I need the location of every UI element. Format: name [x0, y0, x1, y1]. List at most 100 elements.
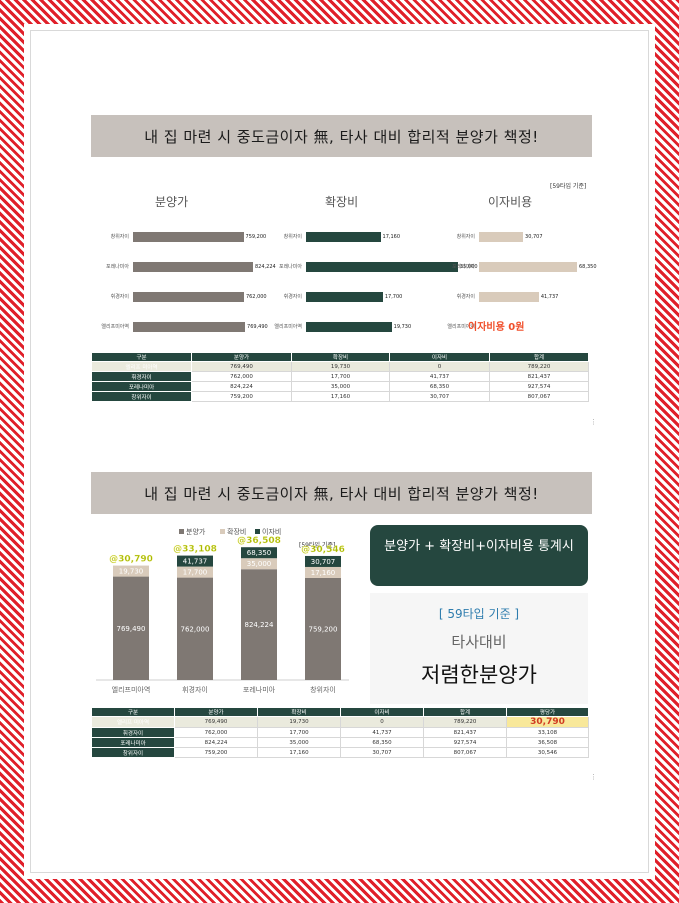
page-border [30, 30, 649, 873]
table-cell: 17,160 [291, 391, 390, 402]
segment-label: 30,707 [311, 558, 336, 566]
table-cell: 68,350 [389, 381, 490, 392]
panel-title-2: 이자비용 [488, 195, 533, 209]
bar-value-label: 17,160 [382, 234, 401, 240]
legend-label: 이자비 [262, 527, 281, 536]
bar-0-2 [133, 292, 244, 302]
table-row: 창위자이 759,200 17,160 30,707 807,067 [91, 391, 589, 402]
summary-panel: [ 59타입 기준 ] 타사대비 저렴한분양가 [370, 593, 588, 704]
stack-segment [305, 566, 341, 578]
more-dots-2: ⋮ [590, 773, 597, 781]
table-cell: 30,707 [389, 391, 490, 402]
bar-2-1 [479, 262, 577, 272]
legend-label: 분양가 [186, 527, 206, 536]
segment-label: 35,000 [247, 560, 272, 568]
table-cell: 762,000 [174, 727, 258, 738]
category-label: 포레나미아 [243, 685, 276, 694]
table-header-cell: 분양가 [191, 352, 292, 362]
table-header-cell: 분양가 [174, 707, 258, 717]
stack-segment [177, 577, 213, 680]
table-cell: 762,000 [191, 371, 292, 382]
stack-segment [177, 555, 213, 567]
legend-swatch [220, 529, 225, 534]
table-header-cell: 합계 [489, 352, 589, 362]
segment-label: 68,350 [247, 549, 272, 557]
table-cell: 엘리프 미아역 [91, 361, 192, 372]
legend-swatch [179, 529, 184, 534]
bar-0-3 [133, 322, 246, 332]
table-cell: 휘경자이 [91, 371, 192, 382]
bar-1-0 [306, 232, 381, 242]
category-label: 엘리프미아역 [112, 685, 151, 694]
more-dots-1: ⋮ [590, 418, 597, 426]
bar-category-label: 휘경자이 [110, 294, 129, 300]
table-cell: 927,574 [489, 381, 589, 392]
bar-category-label: 포레나미아 [451, 264, 475, 270]
bar-category-label: 창위자이 [456, 234, 475, 240]
stack-segment [241, 558, 277, 570]
table-cell: 35,000 [257, 737, 341, 748]
stack-segment [305, 555, 341, 567]
segment-label: 19,730 [119, 568, 144, 576]
table-cell: 41,737 [389, 371, 490, 382]
table-header-cell: 이자비 [340, 707, 424, 717]
panel-title-0: 분양가 [155, 195, 189, 209]
stack-segment [241, 547, 277, 559]
table-header-cell: 합계 [423, 707, 507, 717]
table-row: 창위자이 759,200 17,160 30,707 807,067 30,546 [91, 747, 589, 758]
bar-value-label: 759,200 [245, 234, 267, 240]
segment-label: 824,224 [245, 621, 274, 629]
table-header-cell: 구분 [91, 352, 192, 362]
table-cell: 19,730 [257, 716, 341, 728]
bar-value-label: 17,700 [384, 294, 403, 300]
table-header-cell: 구분 [91, 707, 175, 717]
stack-segment [241, 569, 277, 680]
table-cell: 17,700 [291, 371, 390, 382]
table-header-cell: 평당가 [506, 707, 589, 717]
segment-label: 17,700 [183, 569, 208, 577]
segment-label: 769,490 [117, 625, 146, 633]
table-cell: 17,700 [257, 727, 341, 738]
table-cell: 30,546 [506, 747, 589, 758]
per-pyeong-label: @30,546 [301, 545, 345, 555]
bar-value-label: 19,730 [393, 324, 412, 330]
category-label: 휘경자이 [182, 685, 208, 694]
table-cell: 759,200 [191, 391, 292, 402]
table-header-cell: 확장비 [291, 352, 390, 362]
table-cell: 35,000 [291, 381, 390, 392]
panel-compare-text: 타사대비 [451, 633, 507, 651]
table-row: 포레나미아 824,224 35,000 68,350 927,574 36,508 [91, 737, 589, 748]
per-pyeong-label: @36,508 [237, 536, 281, 546]
bar-category-label: 포레나미아 [105, 264, 129, 270]
table-cell: 창위자이 [91, 747, 175, 758]
bar-value-label: 762,000 [245, 294, 267, 300]
table-cell: 927,574 [423, 737, 507, 748]
bar-value-label: 30,707 [525, 234, 543, 240]
table-row: 엘리프 미아역 769,490 19,730 0 789,220 [91, 361, 589, 372]
bar-value-label: 41,737 [540, 294, 559, 300]
table-cell: 789,220 [423, 716, 507, 728]
table-cell: 824,224 [191, 381, 292, 392]
bar-category-label: 휘경자이 [283, 294, 302, 300]
bar-category-label: 포레나미아 [278, 264, 302, 270]
segment-label: 41,737 [183, 558, 208, 566]
table-cell: 759,200 [174, 747, 258, 758]
bar-value-label: 769,490 [247, 324, 268, 330]
table-cell: 821,437 [423, 727, 507, 738]
table-cell: 41,737 [340, 727, 424, 738]
table-cell: 36,508 [506, 737, 589, 748]
table-row: 포레나미아 824,224 35,000 68,350 927,574 [91, 381, 589, 392]
legend-label: 확장비 [227, 527, 246, 536]
table-cell: 824,224 [174, 737, 258, 748]
table-cell: 엘리프 미아역 [91, 716, 175, 728]
segment-label: 759,200 [309, 625, 338, 633]
table-cell: 789,220 [489, 361, 589, 372]
stacked-bar-chart: 분양가 확장비 이자비 [59타입 기준] 769,490 19,730 @30,790 엘리… [91, 520, 366, 705]
table-cell: 포레나미아 [91, 381, 192, 392]
panel-title-1: 확장비 [325, 195, 359, 209]
table-header-cell: 확장비 [257, 707, 341, 717]
table-cell: 포레나미아 [91, 737, 175, 748]
table-row: 휘경자이 762,000 17,700 41,737 821,437 33,108 [91, 727, 589, 738]
banner-title-2: 내 집 마련 시 중도금이자 無, 타사 대비 합리적 분양가 책정! [91, 472, 592, 514]
category-label: 창위자이 [310, 685, 336, 694]
